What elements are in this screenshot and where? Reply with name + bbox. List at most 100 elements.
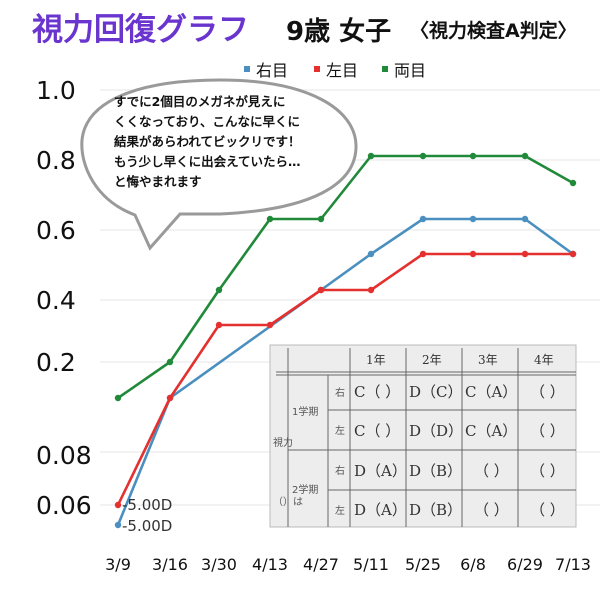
bubble-line-4: もう少し早くに出会えていたら… [114, 154, 301, 169]
data-point [114, 394, 122, 402]
card-r3c1: D（A） [354, 462, 407, 480]
annotation-right-eye-diopter: -5.00D [122, 517, 172, 535]
chart-note: 〈視力検査A判定〉 [410, 19, 577, 42]
annotation-left-eye-diopter: -5.00D [122, 496, 172, 514]
y-tick-label: 0.2 [36, 348, 76, 377]
chart-subject: 9歳 女子 [286, 16, 391, 47]
card-row4-eye: 左 [335, 504, 345, 517]
data-point [469, 250, 477, 258]
card-side-label: 視力 [273, 436, 293, 449]
card-r3c4: （ ） [530, 462, 565, 480]
data-point [419, 152, 427, 160]
card-r3c2: D（B） [409, 462, 462, 480]
data-point [569, 179, 577, 187]
data-point [114, 521, 122, 529]
card-r4c1: D（A） [354, 501, 407, 519]
data-point [215, 321, 223, 329]
data-point [367, 152, 375, 160]
data-point [266, 215, 274, 223]
card-r1c3: C（A） [465, 383, 517, 401]
series-group [114, 152, 577, 529]
data-point [367, 286, 375, 294]
x-tick-label: 5/25 [405, 555, 441, 574]
legend: 右目 左目 両目 [244, 61, 426, 80]
card-row2-eye: 左 [335, 424, 345, 437]
x-tick-label: 3/30 [201, 555, 237, 574]
data-point [215, 286, 223, 294]
y-tick-label: 0.06 [36, 491, 92, 520]
card-term-2: 2学期 [292, 483, 318, 496]
card-r1c2: D（C） [409, 383, 463, 401]
data-point [367, 250, 375, 258]
card-r2c1: C（ ） [354, 422, 400, 440]
data-point [521, 250, 529, 258]
card-r4c4: （ ） [530, 501, 565, 519]
x-tick-label: 4/27 [303, 555, 339, 574]
series-line [117, 154, 574, 400]
data-point [166, 358, 174, 366]
report-card-grid [276, 348, 576, 527]
card-row1-eye: 右 [335, 386, 345, 399]
card-col-header-3: 3年 [478, 353, 498, 367]
x-axis-ticks: 3/9 3/16 3/30 4/13 4/27 5/11 5/25 6/8 6/29 7/13 [105, 555, 591, 574]
chart-title: 視力回復グラフ [32, 12, 249, 48]
y-tick-label: 0.08 [36, 441, 92, 470]
y-tick-label: 0.6 [36, 216, 76, 245]
data-point [469, 152, 477, 160]
legend-label-both-eyes-1: 両目 [394, 61, 426, 80]
data-point [419, 250, 427, 258]
bubble-line-5: と悔やまれます [114, 174, 202, 189]
bubble-line-1: すでに2個目のメガネが見えに [114, 94, 285, 109]
y-axis-ticks: 0.06 0.08 0.2 0.4 0.6 0.8 1.0 [36, 76, 92, 520]
x-tick-label: 4/13 [252, 555, 288, 574]
data-point [569, 250, 577, 258]
card-r2c2: D（D） [409, 422, 463, 440]
x-tick-label: 6/8 [460, 555, 486, 574]
legend-label-left-eye-1: 左目 [326, 61, 358, 80]
x-tick-label: 3/9 [105, 555, 131, 574]
card-r3c3: （ ） [474, 462, 509, 480]
data-point [521, 152, 529, 160]
series-line [116, 217, 574, 526]
card-r4c2: D（B） [409, 501, 462, 519]
bubble-line-3: 結果があらわれてビックリです！ [114, 134, 301, 149]
legend-label-left-eye: 左目 [326, 61, 358, 80]
legend-marker-left-eye [314, 66, 320, 72]
legend-marker-both-eyes [382, 66, 388, 72]
legend-label-right-eye-1: 右目 [256, 61, 288, 80]
data-point [317, 286, 325, 294]
card-row3-eye: 右 [335, 464, 345, 477]
y-tick-label: 1.0 [36, 76, 76, 105]
data-point [469, 215, 477, 223]
card-term-1: 1学期 [292, 405, 318, 418]
data-point [317, 215, 325, 223]
speech-bubble-shape [80, 78, 358, 251]
data-point [521, 215, 529, 223]
card-col-header-1: 1年 [366, 353, 386, 367]
legend-item-right-eye: 右目 [244, 61, 288, 80]
legend-item-left-eye: 左目 [314, 61, 358, 80]
y-tick-label: 0.4 [36, 286, 76, 315]
card-r1c1: C（ ） [354, 383, 400, 401]
data-point [419, 215, 427, 223]
card-col-header-4: 4年 [534, 353, 554, 367]
legend-marker-right-eye [244, 66, 250, 72]
card-side-label-2: （）は [273, 496, 303, 508]
card-r1c4: （ ） [530, 383, 565, 401]
data-point [166, 394, 174, 402]
x-tick-label: 7/13 [555, 555, 591, 574]
x-tick-label: 6/29 [507, 555, 543, 574]
legend-item-both-eyes: 両目 [382, 61, 426, 80]
card-col-header-2: 2年 [422, 353, 442, 367]
speech-bubble: すでに2個目のメガネが見えに くくなっており、こんなに早くに 結果があらわれてビ… [80, 78, 358, 251]
legend-label-right-eye: 右目 [256, 61, 288, 80]
legend-label-both-eyes: 両目 [394, 61, 426, 80]
y-tick-label: 0.8 [36, 146, 76, 175]
bubble-line-2: くくなっており、こんなに早くに [114, 114, 300, 129]
report-card: 1年 2年 3年 4年 視力 （）は 1学期 2学期 右 左 右 左 C（ ） … [269, 344, 577, 528]
series-line [116, 252, 573, 506]
card-r4c3: （ ） [474, 501, 509, 519]
data-point [114, 501, 122, 509]
card-r2c3: C（A） [465, 422, 517, 440]
